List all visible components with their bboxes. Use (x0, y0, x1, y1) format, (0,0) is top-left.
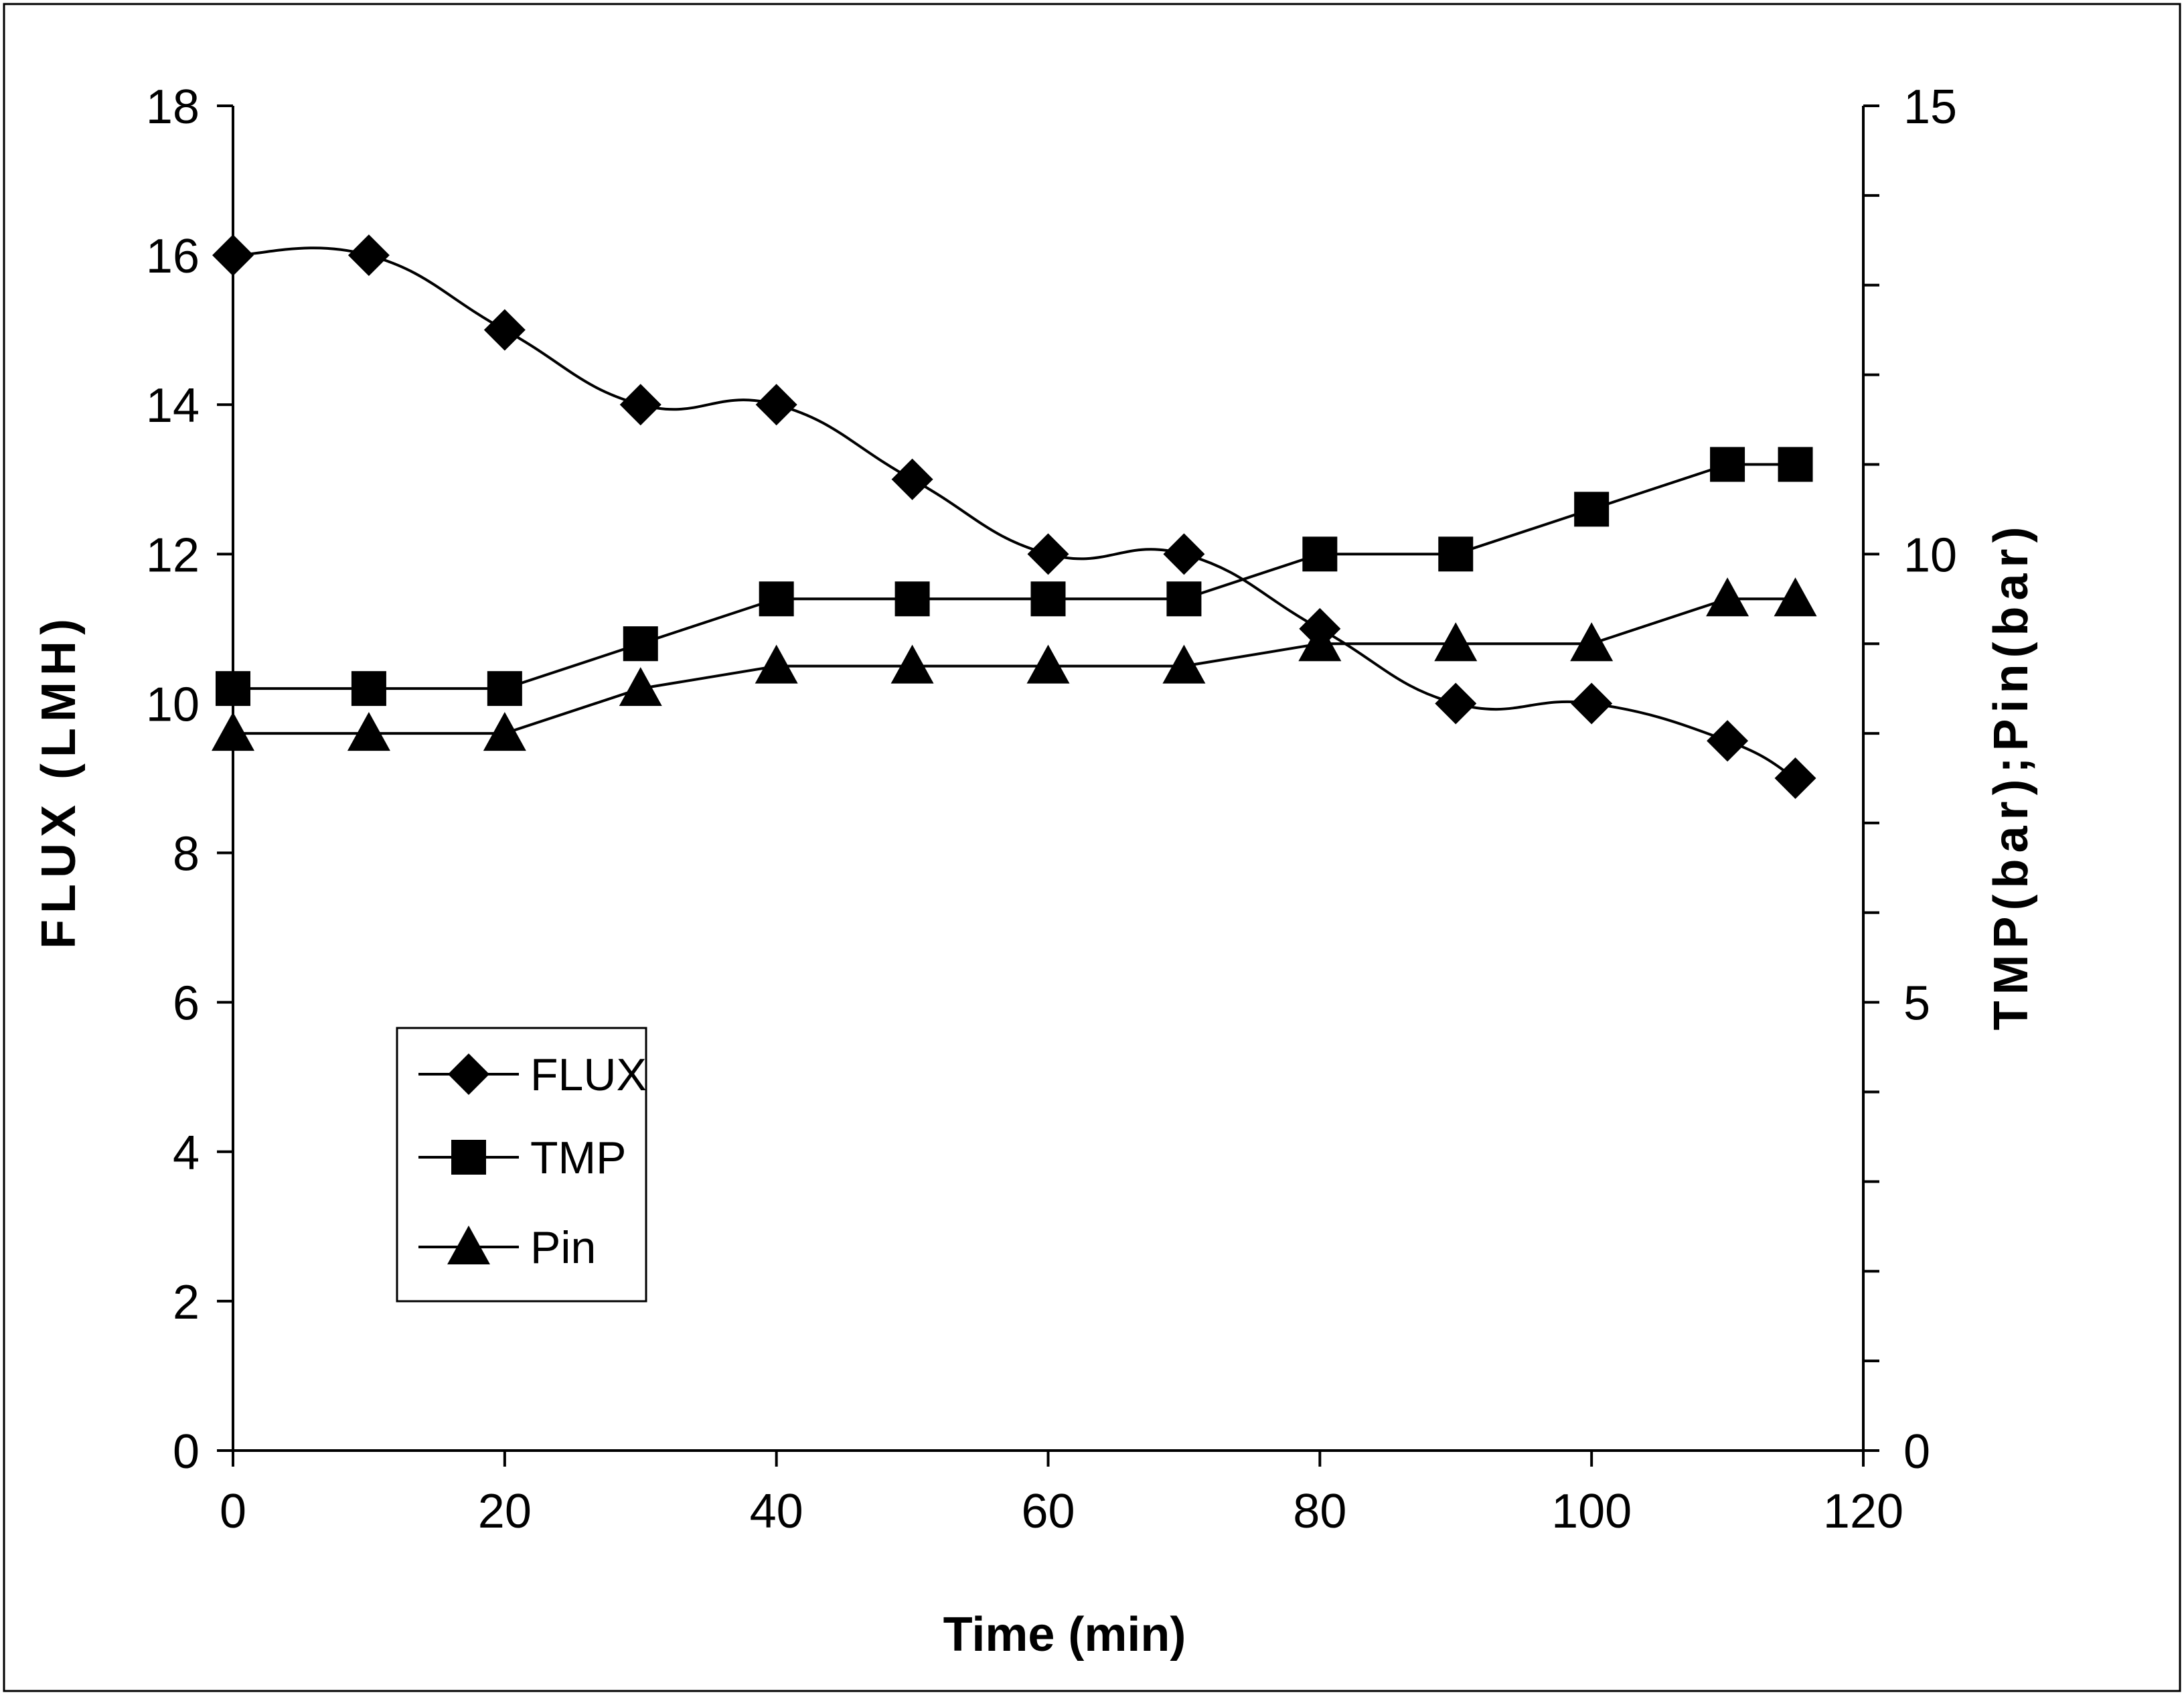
chart-frame (3, 3, 2181, 1692)
legend-label-flux: FLUX (530, 1049, 647, 1100)
pin-point (483, 712, 526, 751)
legend-marker-tmp (451, 1140, 486, 1175)
x-tick-label: 0 (220, 1485, 246, 1538)
y-tick-label: 8 (173, 828, 200, 881)
flux-point (755, 384, 797, 426)
pin-point (890, 644, 934, 684)
x-tick-label: 80 (1293, 1485, 1346, 1538)
tmp-point (894, 581, 930, 617)
y-tick-label: 2 (173, 1276, 200, 1329)
y2-tick-label: 15 (1903, 80, 1957, 134)
tmp-point (216, 671, 250, 707)
x-tick-label: 120 (1823, 1485, 1903, 1538)
pin-point (1774, 577, 1817, 617)
tmp-point (1574, 492, 1610, 527)
tmp-point (623, 626, 658, 662)
tmp-point (1438, 536, 1474, 572)
tmp-point (1710, 447, 1745, 482)
y-tick-label: 18 (146, 80, 200, 134)
series-pin (212, 577, 1817, 751)
pin-point (1706, 577, 1749, 617)
y2-tick-label: 10 (1903, 528, 1957, 582)
y-axis-title: FLUX (LMH) (32, 613, 86, 949)
x-tick-label: 100 (1551, 1485, 1632, 1538)
tmp-point (1778, 447, 1813, 482)
x-axis-title: Time (min) (943, 1608, 1186, 1662)
flux-point (483, 309, 526, 351)
y-tick-label: 0 (173, 1425, 200, 1479)
flux-point (891, 458, 933, 500)
x-tick-label: 40 (750, 1485, 803, 1538)
y-tick-label: 14 (146, 379, 200, 433)
y-tick-label: 12 (146, 528, 200, 582)
flux-point (1435, 682, 1477, 725)
pin-point (619, 667, 662, 707)
flux-point (1571, 682, 1613, 725)
series-layer (212, 234, 1817, 799)
y-tick-label: 10 (146, 678, 200, 731)
flux-point (619, 384, 661, 426)
series-tmp (216, 447, 1813, 707)
legend-label-pin: Pin (530, 1222, 596, 1273)
y2-axis-title: TMP(bar);Pin(bar) (1984, 521, 2038, 1031)
tmp-point (351, 671, 386, 707)
flux-point (1774, 757, 1816, 799)
y-tick-label: 4 (173, 1126, 200, 1180)
legend-label-tmp: TMP (530, 1132, 627, 1183)
tmp-point (1030, 581, 1066, 617)
flux-point (347, 234, 390, 277)
pin-point (1162, 644, 1206, 684)
x-tick-label: 60 (1021, 1485, 1075, 1538)
pin-point (347, 712, 390, 751)
tmp-point (1302, 536, 1338, 572)
legend: FLUX TMP Pin (396, 1027, 647, 1303)
legend-marker-flux (448, 1053, 489, 1095)
y-tick-label: 6 (173, 977, 200, 1031)
pin-point (1298, 622, 1342, 662)
tmp-point (1166, 581, 1202, 617)
pin-point (755, 644, 798, 684)
flux-point (1707, 720, 1749, 762)
series-flux (212, 234, 1816, 799)
y2-tick-label: 5 (1903, 977, 1930, 1031)
pin-point (1434, 622, 1478, 662)
pin-point (1026, 644, 1070, 684)
pin-point (1570, 622, 1614, 662)
x-tick-label: 20 (478, 1485, 532, 1538)
legend-marker-pin (447, 1226, 490, 1264)
flux-point (1163, 533, 1205, 575)
flux-point (212, 234, 254, 277)
tmp-point (487, 671, 522, 707)
y2-tick-label: 0 (1903, 1425, 1930, 1479)
flux-point (1027, 533, 1069, 575)
pin-point (212, 712, 254, 751)
tmp-point (759, 581, 794, 617)
y-tick-label: 16 (146, 230, 200, 283)
